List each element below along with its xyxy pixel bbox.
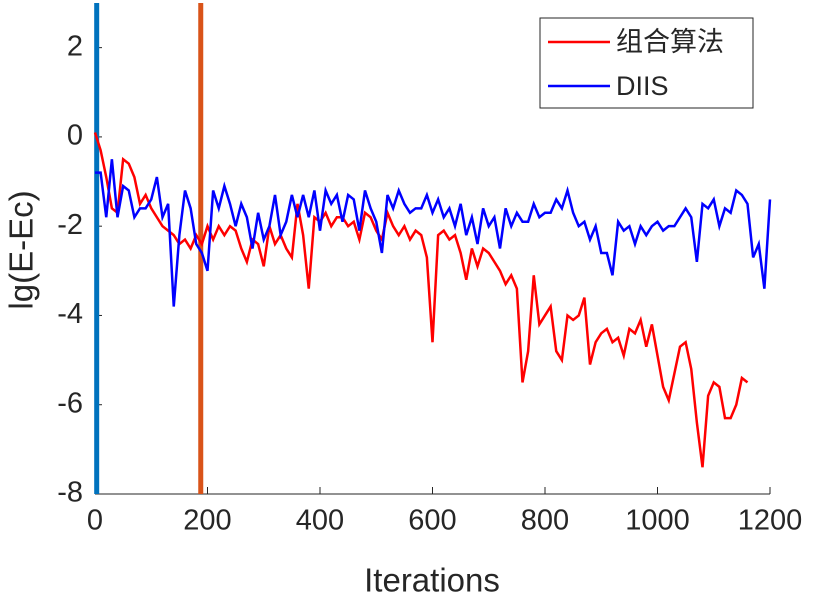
x-tick-label: 800 [521, 505, 569, 537]
series-line [93, 132, 749, 468]
series-line [95, 159, 772, 307]
y-tick-label: -2 [57, 209, 83, 241]
x-tick-label: 1000 [625, 505, 690, 537]
x-axis-label: Iterations [364, 562, 500, 599]
x-tick-label: 1200 [738, 505, 803, 537]
y-tick-label: -6 [57, 387, 83, 419]
y-tick-label: -8 [57, 477, 83, 509]
y-tick-label: 0 [67, 120, 83, 152]
legend-label: 组合算法 [616, 27, 724, 57]
legend-label: DIIS [616, 71, 669, 101]
x-tick-label: 600 [408, 505, 456, 537]
legend-box [539, 17, 754, 109]
y-tick-label: 2 [67, 30, 83, 62]
x-tick-label: 200 [183, 505, 231, 537]
y-axis-label: lg(E-Ec) [3, 190, 40, 309]
x-tick-label: 0 [87, 505, 103, 537]
y-tick-label: -4 [57, 298, 83, 330]
x-tick-label: 400 [296, 505, 344, 537]
